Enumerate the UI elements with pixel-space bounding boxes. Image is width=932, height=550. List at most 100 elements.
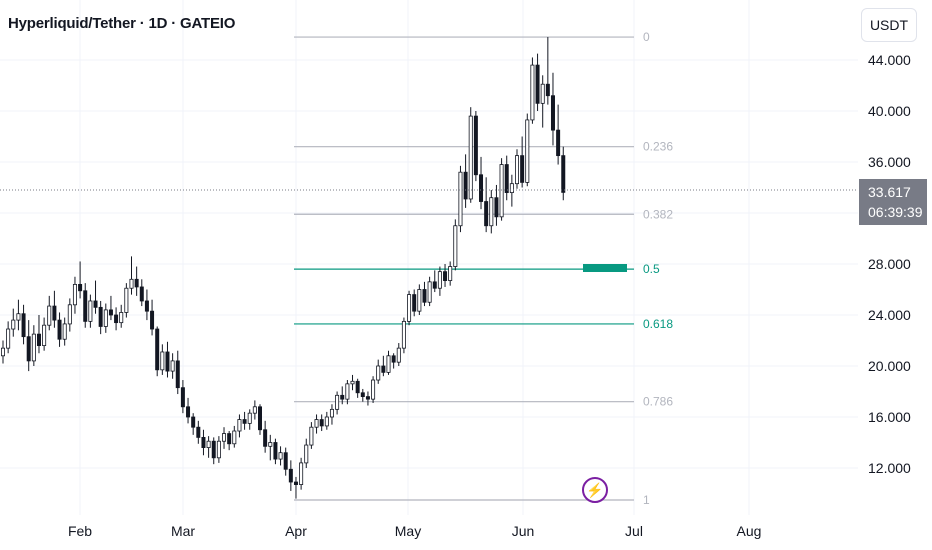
candle-body (401, 320, 406, 349)
candle-body (412, 294, 417, 312)
candle (381, 355, 386, 377)
candle (170, 353, 175, 379)
candle (463, 154, 468, 208)
candle-body (170, 360, 175, 372)
candle (427, 276, 432, 307)
fib-level-label: 0.618 (643, 317, 673, 331)
candle (324, 411, 329, 430)
candle (489, 190, 494, 234)
candle-body (88, 300, 93, 322)
candle-body (556, 129, 561, 157)
candle-body (175, 360, 180, 389)
candle (278, 446, 283, 466)
fib-level-label: 0.382 (643, 207, 673, 221)
candle-body (499, 164, 504, 218)
candle-body (252, 406, 257, 414)
candle-body (381, 365, 386, 373)
candle (88, 294, 93, 328)
candle-body (232, 430, 237, 445)
candle (345, 380, 350, 405)
candle (407, 290, 412, 326)
candle (191, 413, 196, 435)
candle (201, 429, 206, 456)
candle (273, 438, 278, 465)
candle (540, 75, 545, 128)
candle-body (150, 310, 155, 330)
candle-body (114, 314, 119, 324)
candle (550, 72, 555, 146)
fib-level-label: 0 (643, 30, 650, 44)
candle-body (222, 433, 227, 442)
candle (175, 350, 180, 395)
candle (124, 283, 129, 318)
candle (520, 136, 525, 188)
candle (365, 391, 370, 406)
candle (468, 107, 473, 203)
candle (216, 436, 221, 463)
candle-body (62, 323, 67, 340)
candle-body (458, 171, 463, 227)
candle-body (525, 119, 530, 183)
candle (437, 266, 442, 296)
bar-countdown: 06:39:39 (868, 204, 923, 220)
candle (556, 104, 561, 165)
candle-body (186, 406, 191, 418)
candle (350, 374, 355, 391)
candle (443, 264, 448, 287)
candle-body (16, 313, 21, 321)
candle-body (479, 174, 484, 202)
candle (57, 312, 62, 347)
candle-body (165, 351, 170, 372)
last-price-value: 33.617 (868, 184, 911, 200)
candle-body (453, 225, 458, 267)
candle-body (545, 83, 550, 97)
candle (545, 37, 550, 105)
candle (432, 270, 437, 293)
candle-body (134, 278, 139, 288)
candle (268, 434, 273, 461)
candle-body (26, 336, 31, 362)
candle (309, 422, 314, 449)
candle-body (324, 416, 329, 427)
candle-body (257, 406, 262, 431)
candle (119, 304, 124, 328)
candle-body (484, 201, 489, 227)
y-tick-label: 36.000 (868, 154, 911, 170)
candle (247, 409, 252, 430)
candle (83, 283, 88, 328)
candle (47, 295, 52, 331)
candle-body (42, 324, 47, 347)
candle-body (540, 83, 545, 104)
x-tick-label: Jun (512, 523, 535, 539)
fibonacci-retracement: 0 0.236 0.382 0.5 0.618 0.786 1 (294, 30, 673, 507)
candle (293, 476, 298, 499)
candle-body (237, 419, 242, 432)
candle (232, 425, 237, 448)
candle (186, 397, 191, 424)
candle-body (427, 281, 432, 303)
x-tick-label: Aug (737, 523, 762, 539)
candle-body (489, 197, 494, 227)
candle-body (319, 419, 324, 427)
candle-body (299, 462, 304, 485)
candle (237, 414, 242, 438)
candle-body (448, 266, 453, 281)
candle (355, 378, 360, 398)
candle (417, 284, 422, 315)
fib-level-label: 0.5 (643, 262, 660, 276)
candle-body (550, 95, 555, 131)
candle-body (206, 440, 211, 449)
candle (165, 341, 170, 378)
candle-body (304, 444, 309, 464)
lightning-icon[interactable]: ⚡ (582, 477, 608, 503)
candle (288, 460, 293, 491)
candle (78, 261, 83, 299)
currency-button[interactable]: USDT (861, 8, 917, 42)
candle-body (129, 278, 134, 289)
candle-body (283, 452, 288, 470)
x-tick-label: Jul (625, 523, 643, 539)
candle-body (371, 379, 376, 400)
candle-body (355, 380, 360, 394)
candle (108, 295, 113, 321)
